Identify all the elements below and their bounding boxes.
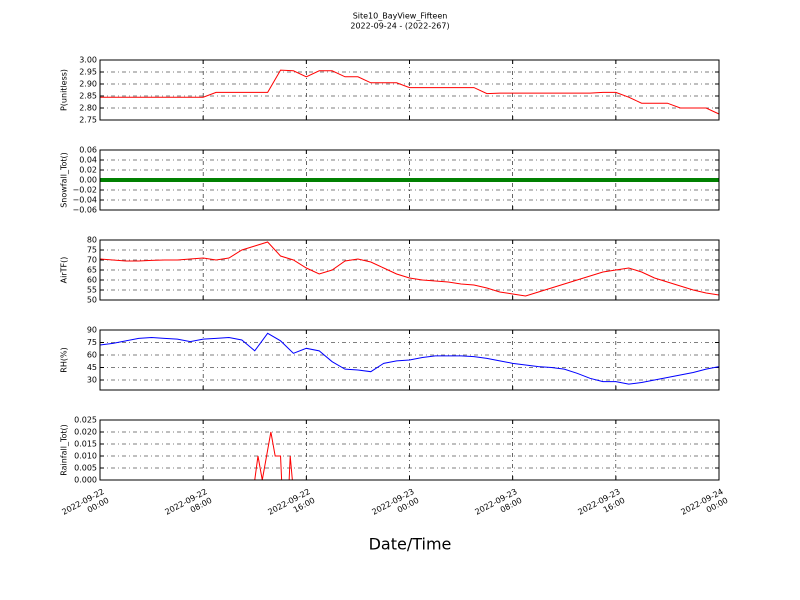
series-line xyxy=(100,431,719,481)
y-tick-label: 0.000 xyxy=(74,476,97,485)
y-axis-label: Rainfall_Tot() xyxy=(60,424,69,476)
y-tick-label: 0.005 xyxy=(74,464,97,473)
y-tick-label: 2.75 xyxy=(79,116,97,125)
y-tick-label: 60 xyxy=(87,276,97,285)
y-axis-label: P(unitless) xyxy=(60,69,69,111)
y-tick-label: 0.020 xyxy=(74,428,97,437)
y-tick-label: 80 xyxy=(87,236,97,245)
y-tick-label: 50 xyxy=(87,296,97,305)
y-tick-label: 55 xyxy=(87,286,97,295)
y-tick-label: 90 xyxy=(87,326,97,335)
y-tick-label: 2.85 xyxy=(79,92,97,101)
plot-frame xyxy=(99,149,720,211)
series-line xyxy=(99,332,720,385)
y-tick-label: 3.00 xyxy=(79,56,97,65)
chart-subtitle: 2022-09-24 - (2022-267) xyxy=(350,22,449,31)
plot-frame xyxy=(99,329,720,391)
y-tick-label: 0.010 xyxy=(74,452,97,461)
y-tick-label: −0.02 xyxy=(72,186,97,195)
y-tick-label: 75 xyxy=(87,338,97,347)
y-tick-label: 2.80 xyxy=(79,104,97,113)
y-tick-label: 0.04 xyxy=(79,156,97,165)
y-tick-label: 0.025 xyxy=(74,416,97,425)
y-tick-label: 45 xyxy=(87,363,97,372)
y-tick-label: 30 xyxy=(87,376,97,385)
x-axis-label: Date/Time xyxy=(369,535,452,554)
y-tick-label: −0.06 xyxy=(72,206,97,215)
y-axis-label: Snowfall_Tot() xyxy=(60,152,69,208)
plot-frame xyxy=(99,419,720,481)
y-tick-label: 2.90 xyxy=(79,80,97,89)
series-line xyxy=(100,69,720,115)
plot-frame xyxy=(99,59,720,121)
y-axis-label: AirTF() xyxy=(60,257,69,284)
y-tick-label: 60 xyxy=(87,351,97,360)
y-tick-label: −0.04 xyxy=(72,196,97,205)
y-tick-label: 0.015 xyxy=(74,440,97,449)
plot-frame xyxy=(99,239,720,301)
y-tick-label: 0.00 xyxy=(79,176,97,185)
y-tick-label: 65 xyxy=(87,266,97,275)
y-tick-label: 0.02 xyxy=(79,166,97,175)
series-line xyxy=(99,241,720,297)
y-tick-label: 2.95 xyxy=(79,68,97,77)
chart-title: Site10_BayView_Fifteen xyxy=(353,12,448,21)
y-tick-label: 75 xyxy=(87,246,97,255)
y-tick-label: 0.06 xyxy=(79,146,97,155)
y-axis-label: RH(%) xyxy=(60,347,69,372)
y-tick-label: 70 xyxy=(87,256,97,265)
